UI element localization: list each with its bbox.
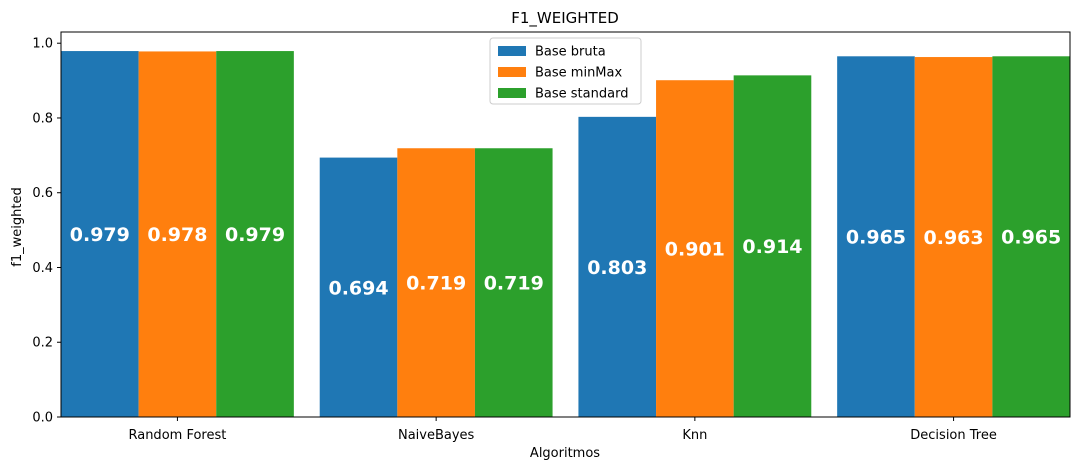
legend-box: [489, 37, 642, 105]
y-axis: 0.0 0.2 0.4 0.6 0.8 1.0: [32, 37, 61, 426]
bar-labels-group: 0.979 0.694 0.803 0.965 0.978 0.719 0.901 0.963…: [70, 224, 1061, 299]
bar-0-2: [578, 116, 657, 417]
bar-value-label: 0.901: [665, 239, 725, 261]
plot-frame: [60, 31, 1071, 418]
bar-value-label: 0.719: [484, 273, 544, 295]
legend-label: Base minMax: [535, 66, 622, 81]
x-tick-label: Decision Tree: [910, 428, 997, 443]
x-tick-label: Knn: [682, 428, 707, 443]
bar-0-3: [837, 56, 915, 418]
bars-group: [61, 51, 1070, 418]
bar-value-label: 0.914: [742, 236, 802, 258]
bar-value-label: 0.979: [225, 224, 285, 246]
x-tick-label: Random Forest: [128, 428, 226, 443]
bar-1-3: [914, 57, 993, 417]
x-tick-label: NaiveBayes: [398, 428, 475, 443]
y-tick-label: 0.6: [32, 186, 53, 201]
legend-label: Base bruta: [535, 45, 606, 60]
y-tick-label: 0.2: [32, 336, 53, 351]
bar-1-0: [138, 51, 217, 418]
chart-title: F1_WEIGHTED: [511, 9, 619, 28]
bar-0-0: [61, 51, 139, 417]
bar-value-label: 0.694: [328, 277, 388, 299]
legend-swatch: [498, 88, 526, 98]
legend-label: Base standard: [535, 87, 628, 102]
bar-value-label: 0.978: [147, 224, 207, 246]
bar-value-label: 0.719: [406, 273, 466, 295]
bar-value-label: 0.963: [924, 227, 984, 249]
bar-2-1: [474, 148, 553, 418]
bar-2-0: [216, 51, 294, 417]
x-axis-title: Algoritmos: [530, 446, 600, 461]
bar-value-label: 0.965: [1001, 227, 1061, 249]
legend-swatch: [498, 67, 526, 77]
legend: Base bruta Base minMax Base standard: [489, 37, 642, 105]
bar-value-label: 0.803: [587, 257, 647, 279]
x-axis: Random Forest NaiveBayes Knn Decision Tree: [128, 417, 997, 443]
bar-1-2: [656, 80, 734, 417]
bar-0-1: [319, 157, 398, 418]
y-tick-label: 0.4: [32, 261, 53, 276]
bar-1-1: [397, 148, 475, 418]
bar-value-label: 0.979: [70, 224, 130, 246]
y-tick-label: 1.0: [32, 37, 53, 52]
legend-swatch: [498, 46, 526, 56]
y-tick-label: 0.8: [32, 111, 53, 126]
bar-2-3: [992, 56, 1070, 418]
bar-2-2: [733, 75, 812, 417]
bar-value-label: 0.965: [846, 227, 906, 249]
y-axis-title: f1_weighted: [10, 187, 25, 266]
y-tick-label: 0.0: [32, 411, 53, 426]
